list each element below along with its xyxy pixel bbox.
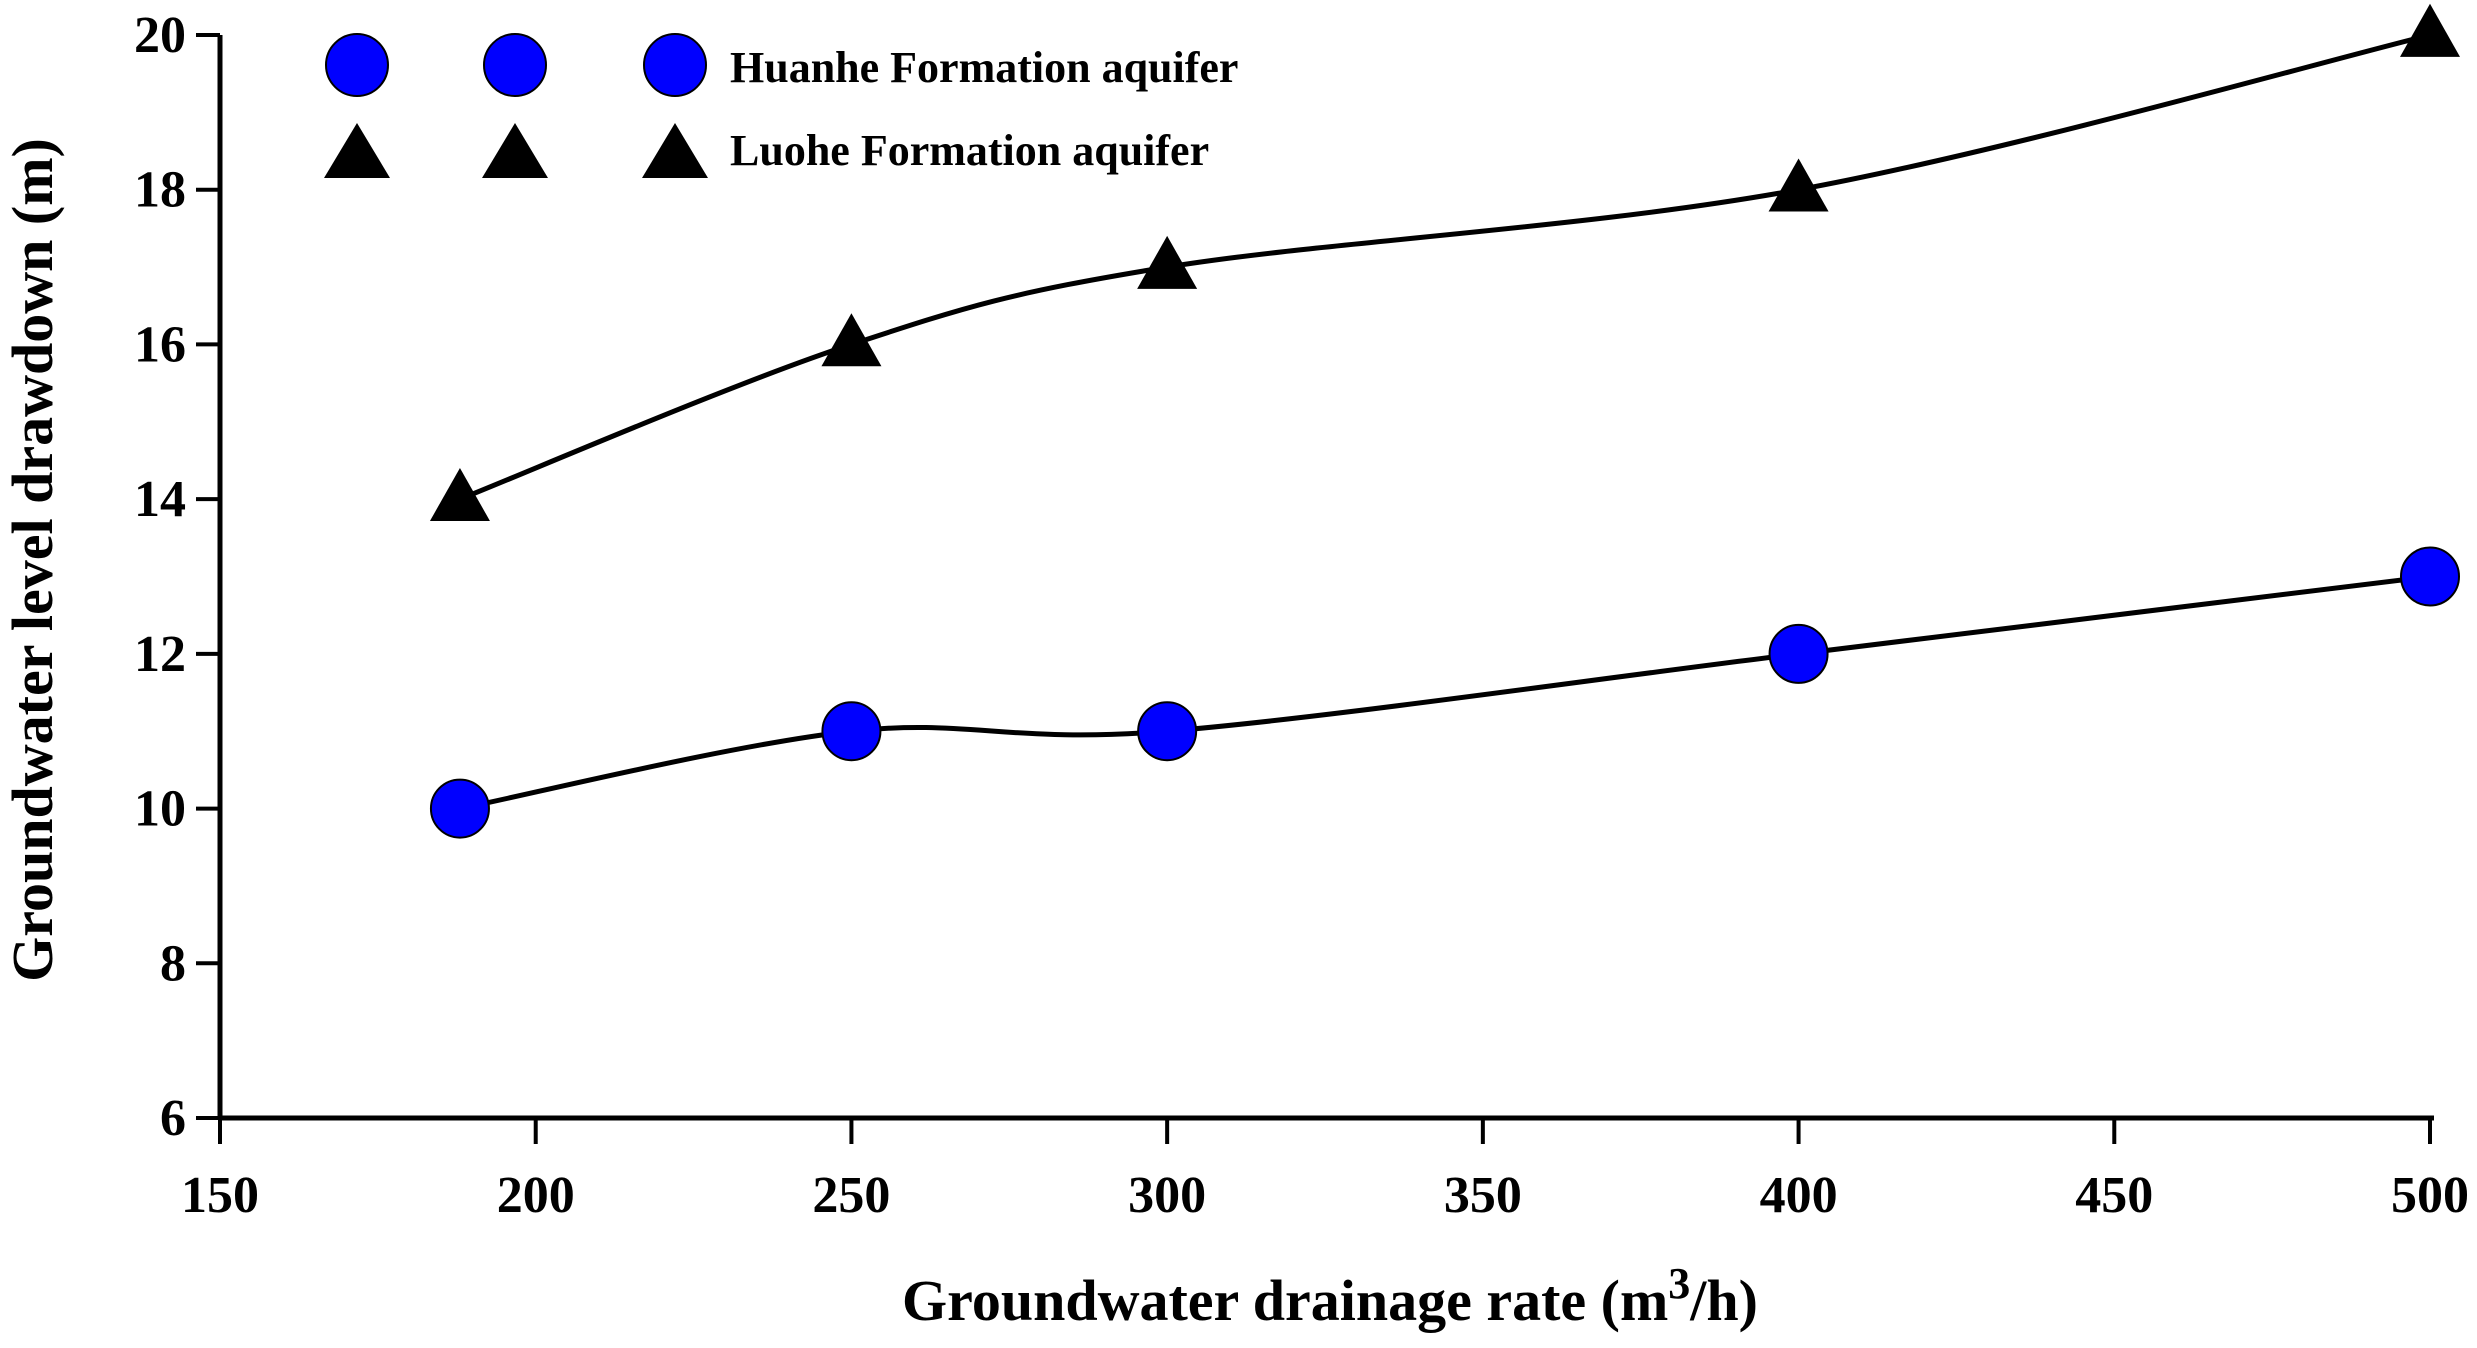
legend-circle-marker [325,33,389,97]
series-lines [459,32,2431,812]
series-line-triangle [459,32,2431,502]
x-axis-title-suffix: /h) [1689,1268,1758,1333]
x-tick-label: 300 [1128,1167,1206,1224]
axes [217,35,2434,1121]
x-tick-label: 250 [812,1167,890,1224]
legend-triangle-marker [642,123,708,178]
y-tick-label: 18 [134,162,186,219]
data-markers [429,3,2460,839]
x-tick-label: 500 [2391,1167,2469,1224]
data-point-triangle [1768,158,1829,212]
data-point-triangle [821,313,882,367]
legend-circle-marker [643,33,707,97]
data-point-circle [2400,546,2460,607]
x-tick-label: 450 [2075,1167,2153,1224]
ticks: 150 200 250 300 350 400 450 500 6 8 10 12 14 16 18 20 [134,7,2469,1224]
y-tick-label: 14 [134,471,186,528]
y-axis-title: Groundwater level drawdown (m) [0,138,65,982]
legend-label-huanhe: Huanhe Formation aquifer [730,43,1238,92]
y-tick-label: 6 [160,1090,186,1147]
data-point-circle [821,701,882,762]
x-tick-label: 350 [1444,1167,1522,1224]
series-line-circle [459,574,2431,812]
x-tick-label: 400 [1760,1167,1838,1224]
data-point-triangle [429,467,490,521]
y-tick-label: 20 [134,7,186,64]
data-point-circle [429,778,490,839]
legend: Huanhe Formation aquifer Luohe Formation… [324,33,1238,178]
x-tick-label: 150 [181,1167,259,1224]
y-tick-label: 12 [134,626,186,683]
x-tick-label: 200 [497,1167,575,1224]
data-point-triangle [1137,235,1198,289]
y-tick-label: 10 [134,781,186,838]
y-tick-label: 8 [160,935,186,992]
data-point-triangle [2400,3,2460,57]
data-point-circle [1768,623,1829,684]
legend-label-luohe: Luohe Formation aquifer [730,126,1209,175]
y-tick-label: 16 [134,316,186,373]
x-axis-title-superscript: 3 [1668,1259,1690,1308]
legend-circle-marker [483,33,547,97]
legend-triangle-marker [482,123,548,178]
legend-triangle-marker [324,123,390,178]
data-point-circle [1137,701,1198,762]
x-axis-title: Groundwater drainage rate (m3/h) [902,1259,1758,1333]
